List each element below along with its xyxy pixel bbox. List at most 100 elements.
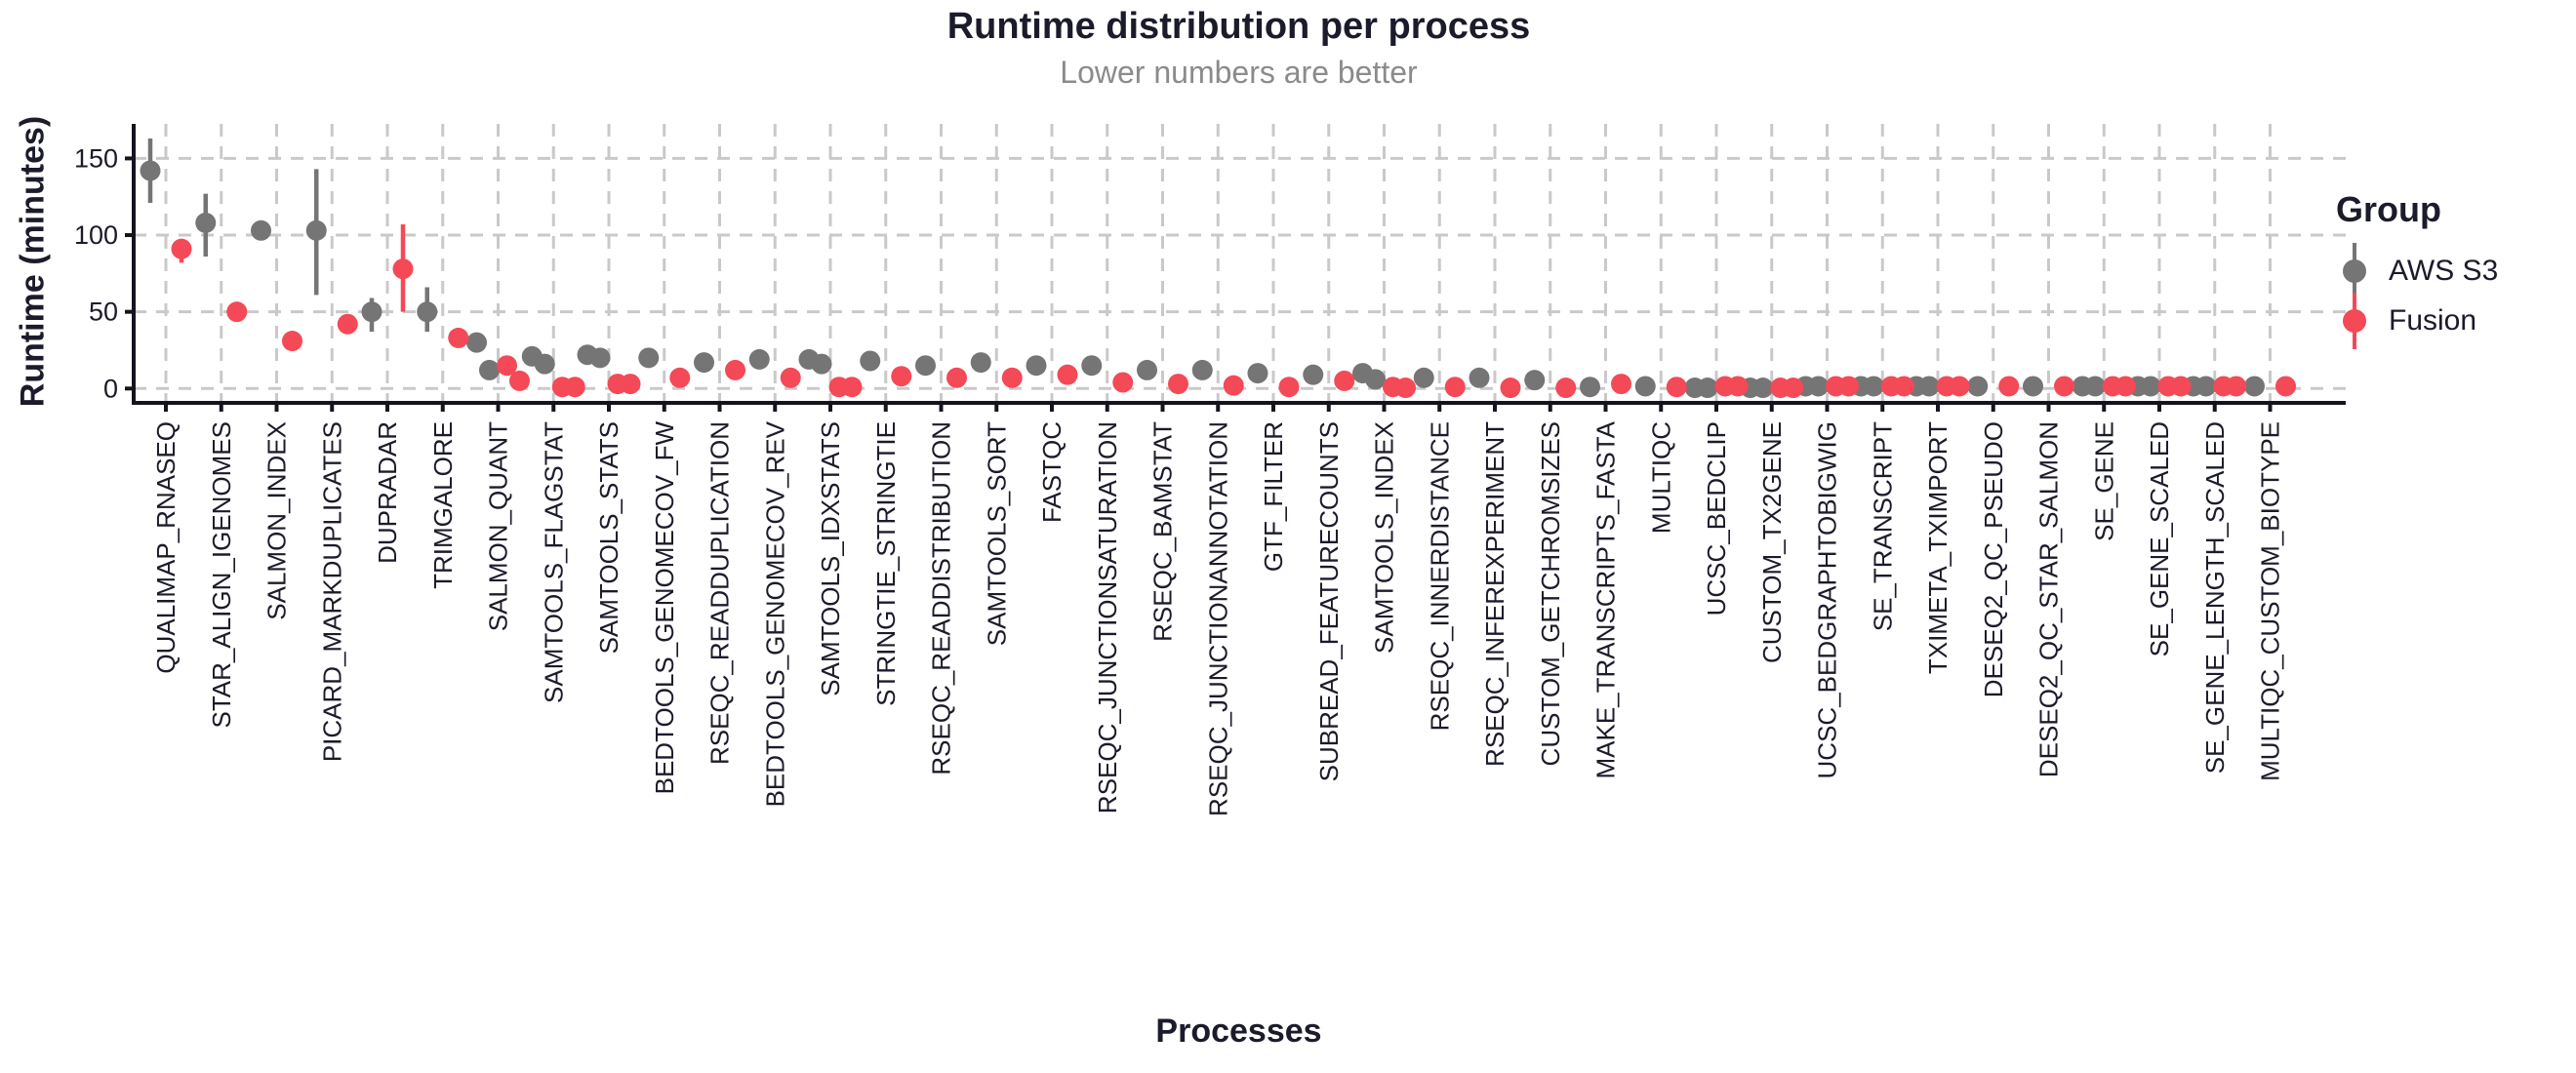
data-point	[1469, 367, 1490, 388]
data-point	[669, 367, 691, 388]
data-point	[1918, 376, 1940, 397]
x-tick-label: CUSTOM_TX2GENE	[1757, 421, 1787, 663]
data-point	[1191, 359, 1213, 380]
data-point	[891, 366, 912, 387]
x-tick-label: TRIMGALORE	[428, 421, 458, 589]
data-point	[2084, 376, 2106, 397]
data-point	[417, 301, 438, 323]
x-tick-label: MAKE_TRANSCRIPTS_FASTA	[1591, 420, 1621, 778]
data-point	[1752, 378, 1774, 399]
x-tick-label: MULTIQC	[1646, 421, 1675, 534]
chart-subtitle: Lower numbers are better	[1060, 55, 1418, 90]
data-point	[1278, 377, 1300, 398]
x-tick-label: DESEQ2_QC_STAR_SALMON	[2034, 421, 2064, 777]
x-tick-label: SAMTOOLS_IDXSTATS	[816, 421, 845, 696]
data-point	[226, 301, 248, 323]
data-point	[251, 219, 271, 241]
data-point	[497, 355, 517, 377]
pointrange-gray-icon	[2343, 242, 2366, 299]
data-point	[946, 367, 967, 388]
data-point	[282, 331, 302, 352]
data-point	[1555, 378, 1577, 399]
legend: Group AWS S3 Fusion	[2336, 189, 2570, 349]
data-point	[2244, 376, 2265, 397]
data-point	[361, 301, 382, 323]
data-point	[337, 313, 358, 335]
data-point	[2023, 376, 2043, 397]
data-point	[1998, 376, 2020, 397]
legend-item-fusion: Fusion	[2336, 292, 2570, 349]
x-tick-label: RSEQC_INNERDISTANCE	[1425, 421, 1454, 731]
y-tick-label: 100	[74, 220, 118, 250]
x-tick-label: MULTIQC_CUSTOM_BIOTYPE	[2256, 421, 2285, 781]
x-tick-label: SAMTOOLS_FLAGSTAT	[539, 421, 568, 703]
x-tick-label: UCSC_BEDGRAPHTOBIGWIG	[1813, 421, 1842, 778]
x-axis-title: Processes	[1155, 1013, 1322, 1050]
data-point	[509, 370, 530, 391]
data-point	[589, 347, 611, 369]
data-point	[2170, 376, 2192, 397]
x-tick-label: SE_GENE	[2089, 421, 2118, 541]
data-point	[1247, 363, 1268, 384]
data-point	[1365, 369, 1386, 390]
data-point	[725, 359, 745, 380]
x-tick-label: RSEQC_READDISTRIBUTION	[927, 421, 956, 775]
x-tick-label: SE_GENE_LENGTH_SCALED	[2200, 421, 2230, 774]
data-point	[1863, 376, 1884, 397]
data-point	[1808, 376, 1829, 397]
legend-title: Group	[2336, 189, 2441, 229]
data-point	[2054, 376, 2074, 397]
x-tick-label: QUALIMAP_RNASEQ	[151, 421, 181, 674]
data-point	[1838, 376, 1859, 397]
data-point	[860, 350, 881, 372]
data-point	[694, 352, 714, 374]
data-point	[915, 355, 936, 377]
data-point	[620, 374, 641, 395]
data-point	[1168, 374, 1188, 395]
data-point	[1303, 364, 1324, 385]
x-tick-label: DUPRADAR	[373, 421, 402, 564]
data-point	[1697, 378, 1718, 399]
data-point	[1634, 376, 1656, 397]
x-tick-label: BEDTOOLS_GENOMECOV_REV	[760, 420, 789, 807]
legend-item-aws-s3: AWS S3	[2336, 242, 2570, 299]
data-point	[171, 238, 192, 259]
x-tick-label: CUSTOM_GETCHROMSIZES	[1536, 421, 1565, 766]
data-point	[1666, 377, 1687, 398]
data-point	[1081, 355, 1103, 377]
data-point	[1500, 378, 1521, 399]
x-tick-label: SE_GENE_SCALED	[2145, 421, 2174, 656]
data-point	[1413, 367, 1434, 388]
legend-item-label: AWS S3	[2389, 254, 2499, 287]
data-point	[466, 332, 487, 353]
data-point	[1112, 372, 1134, 393]
x-tick-label: RSEQC_BAMSTAT	[1148, 421, 1178, 642]
chart-title: Runtime distribution per process	[946, 6, 1531, 47]
legend-item-label: Fusion	[2389, 303, 2477, 337]
data-point	[1001, 367, 1023, 388]
x-tick-label: BEDTOOLS_GENOMECOV_FW	[650, 421, 679, 795]
data-point	[1783, 378, 1804, 399]
x-tick-label: GTF_FILTER	[1259, 421, 1288, 572]
data-point	[2140, 376, 2161, 397]
data-point	[1611, 374, 1631, 395]
x-tick-label: DESEQ2_QC_PSEUDO	[1979, 421, 2008, 697]
x-tick-label: SAMTOOLS_SORT	[982, 421, 1011, 646]
x-tick-label: SALMON_INDEX	[262, 421, 292, 620]
y-tick-label: 50	[89, 298, 118, 327]
x-tick-label: RSEQC_READDUPLICATION	[705, 421, 735, 765]
data-point	[1137, 359, 1157, 380]
data-point	[1967, 376, 1989, 397]
data-point	[1893, 376, 1914, 397]
data-point	[564, 377, 585, 398]
x-tick-label: TXIMETA_TXIMPORT	[1923, 421, 1952, 674]
x-tick-label: SALMON_QUANT	[484, 421, 513, 631]
x-tick-label: SAMTOOLS_INDEX	[1370, 421, 1399, 654]
pointrange-red-icon	[2343, 292, 2366, 349]
x-tick-label: RSEQC_INFEREXPERIMENT	[1480, 421, 1509, 767]
data-point	[2114, 376, 2136, 397]
data-point	[1444, 377, 1466, 398]
data-point	[1334, 370, 1355, 391]
data-point	[1057, 364, 1078, 385]
